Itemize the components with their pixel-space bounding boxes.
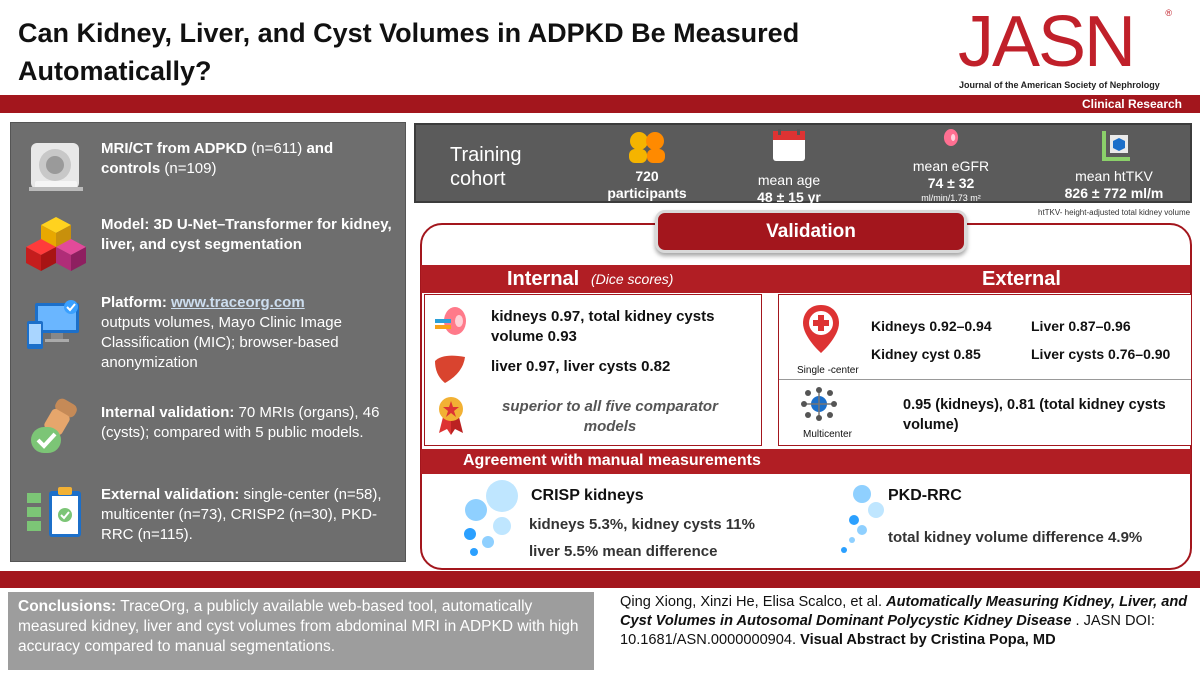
hospital-pin-icon — [803, 305, 839, 353]
calendar-icon — [773, 129, 805, 161]
internal-header: Internal (Dice scores) — [421, 265, 768, 293]
conclusions-label: Conclusions: — [18, 598, 117, 615]
internal-subtitle: (Dice scores) — [591, 271, 674, 287]
external-kidney-cyst: Kidney cyst 0.85 — [871, 346, 981, 362]
external-results-box: Single -center Kidneys 0.92–0.94 Liver 0… — [778, 294, 1192, 446]
single-center-label: Single -center — [797, 365, 859, 376]
conclusions-text: TraceOrg, a publicly available web-based… — [18, 598, 579, 655]
volume-ruler-icon — [1102, 131, 1130, 161]
internal-results-box: kidneys 0.97, total kidney cysts volume … — [424, 294, 762, 446]
mean-egfr-unit: ml/min/1.73 m² — [921, 193, 981, 203]
validation-title: Validation — [655, 210, 967, 253]
training-cohort-label: Training cohort — [450, 144, 522, 190]
jasn-logo: JASN ® — [958, 2, 1178, 82]
summary-text-internal: Internal validation: 70 MRIs (organs), 4… — [101, 403, 397, 443]
internal-kidney-dice: kidneys 0.97, total kidney cysts volume … — [491, 308, 715, 345]
bubbles-icon — [841, 485, 884, 553]
summary-data-count: (n=611) — [251, 140, 307, 157]
journal-name: Journal of the American Society of Nephr… — [959, 80, 1160, 90]
summary-text-external: External validation: single-center (n=58… — [101, 485, 397, 545]
summary-text-platform: Platform: www.traceorg.com outputs volum… — [101, 293, 397, 373]
computer-devices-icon — [27, 300, 79, 349]
kidney-icon — [943, 129, 959, 146]
mean-age-stat: mean age 48 ± 15 yr — [734, 129, 844, 206]
mean-age-label: mean age — [757, 172, 821, 188]
internal-liver-dice: liver 0.97, liver cysts 0.82 — [491, 358, 671, 375]
summary-external-desc: single-center (n=58), multicenter (n=73)… — [101, 486, 382, 543]
section-label: Clinical Research — [1081, 97, 1182, 111]
multicenter-result: 0.95 (kidneys), 0.81 (total kidney cysts… — [903, 397, 1166, 433]
people-icon — [629, 132, 665, 163]
footer-bar — [0, 571, 1200, 588]
external-kidneys: Kidneys 0.92–0.94 — [871, 318, 992, 334]
training-cohort-panel: Training cohort 720 participants mean ag… — [414, 123, 1192, 206]
clipboard-checklist-icon — [27, 487, 81, 537]
external-divider — [779, 379, 1191, 380]
mean-httkv-label: mean htTKV — [1075, 168, 1153, 184]
conclusions-box: Conclusions: TraceOrg, a publicly availa… — [8, 592, 594, 670]
crisp-kidneys: kidneys 5.3%, kidney cysts 11% — [529, 516, 755, 533]
mri-scanner-icon — [29, 143, 83, 191]
mean-age-value: 48 ± 15 yr — [757, 189, 821, 205]
page-title: Can Kidney, Liver, and Cyst Volumes in A… — [18, 18, 800, 86]
participants-value: 720 — [635, 168, 659, 184]
registered-mark: ® — [1165, 8, 1172, 18]
summary-data-heading: MRI/CT from ADPKD — [101, 140, 248, 157]
mean-egfr-value: 74 ± 32 — [927, 175, 975, 191]
agreement-title: Agreement with manual measurements — [463, 452, 761, 469]
external-liver: Liver 0.87–0.96 — [1031, 318, 1131, 334]
summary-text-data: MRI/CT from ADPKD (n=611) and controls (… — [101, 139, 397, 179]
httkv-footnote: htTKV- height-adjusted total kidney volu… — [1038, 208, 1191, 217]
crisp-title: CRISP kidneys — [531, 487, 644, 504]
logo-wordmark: JASN — [958, 2, 1136, 82]
summary-panel: MRI/CT from ADPKD (n=611) and controls (… — [10, 122, 406, 562]
summary-platform-desc: outputs volumes, Mayo Clinic Image Class… — [101, 314, 342, 371]
stamp-approved-icon — [31, 398, 77, 453]
summary-external-heading: External validation: — [101, 486, 240, 503]
pkd-rrc-result: total kidney volume difference 4.9% — [888, 529, 1143, 546]
mean-httkv-value: 826 ± 772 ml/m — [1064, 185, 1164, 201]
liver-icon — [435, 355, 465, 383]
summary-internal-heading: Internal validation: — [101, 404, 235, 421]
external-liver-cysts: Liver cysts 0.76–0.90 — [1031, 346, 1171, 362]
citation-doi: . JASN DOI: 10.1681/ASN.0000000904. — [620, 613, 1155, 648]
external-header: External — [768, 265, 1190, 293]
summary-data-controls: controls — [101, 160, 161, 177]
citation-credit: Visual Abstract by Cristina Popa, MD — [800, 632, 1056, 648]
mean-egfr-stat: mean eGFR 74 ± 32 ml/min/1.73 m² — [886, 129, 1016, 204]
summary-platform-heading: Platform: — [101, 294, 172, 311]
participants-label: participants — [607, 185, 687, 201]
citation-title: Automatically Measuring Kidney, Liver, a… — [620, 594, 1188, 629]
internal-superior-note: superior to all five comparator models — [502, 398, 718, 435]
mean-httkv-stat: mean htTKV 826 ± 772 ml/m — [1052, 129, 1176, 202]
network-globe-icon — [801, 387, 837, 421]
citation-authors: Qing Xiong, Xinzi He, Elisa Scalco, et a… — [620, 594, 887, 610]
participants-stat: 720 participants — [592, 129, 702, 202]
award-ribbon-icon — [439, 397, 463, 435]
summary-data-controls-count: (n=109) — [164, 160, 217, 177]
traceorg-link[interactable]: www.traceorg.com — [171, 294, 305, 311]
crisp-liver: liver 5.5% mean difference — [529, 543, 718, 560]
multicenter-label: Multicenter — [803, 429, 852, 440]
summary-text-model: Model: 3D U-Net–Transformer for kidney, … — [101, 216, 392, 253]
bubbles-icon — [464, 480, 518, 556]
pkd-rrc-title: PKD-RRC — [888, 487, 962, 504]
external-title: External — [982, 268, 1061, 290]
mean-egfr-label: mean eGFR — [912, 158, 990, 174]
cubes-icon — [26, 217, 86, 271]
summary-data-and: and — [306, 140, 334, 157]
agreement-header: Agreement with manual measurements — [421, 449, 1191, 474]
kidney-icon — [435, 307, 466, 335]
section-bar: Clinical Research — [0, 95, 1200, 113]
internal-title: Internal — [507, 268, 580, 290]
citation: Qing Xiong, Xinzi He, Elisa Scalco, et a… — [620, 593, 1188, 650]
summary-internal-desc: 70 MRIs (organs), 46 (cysts); compared w… — [101, 404, 380, 441]
